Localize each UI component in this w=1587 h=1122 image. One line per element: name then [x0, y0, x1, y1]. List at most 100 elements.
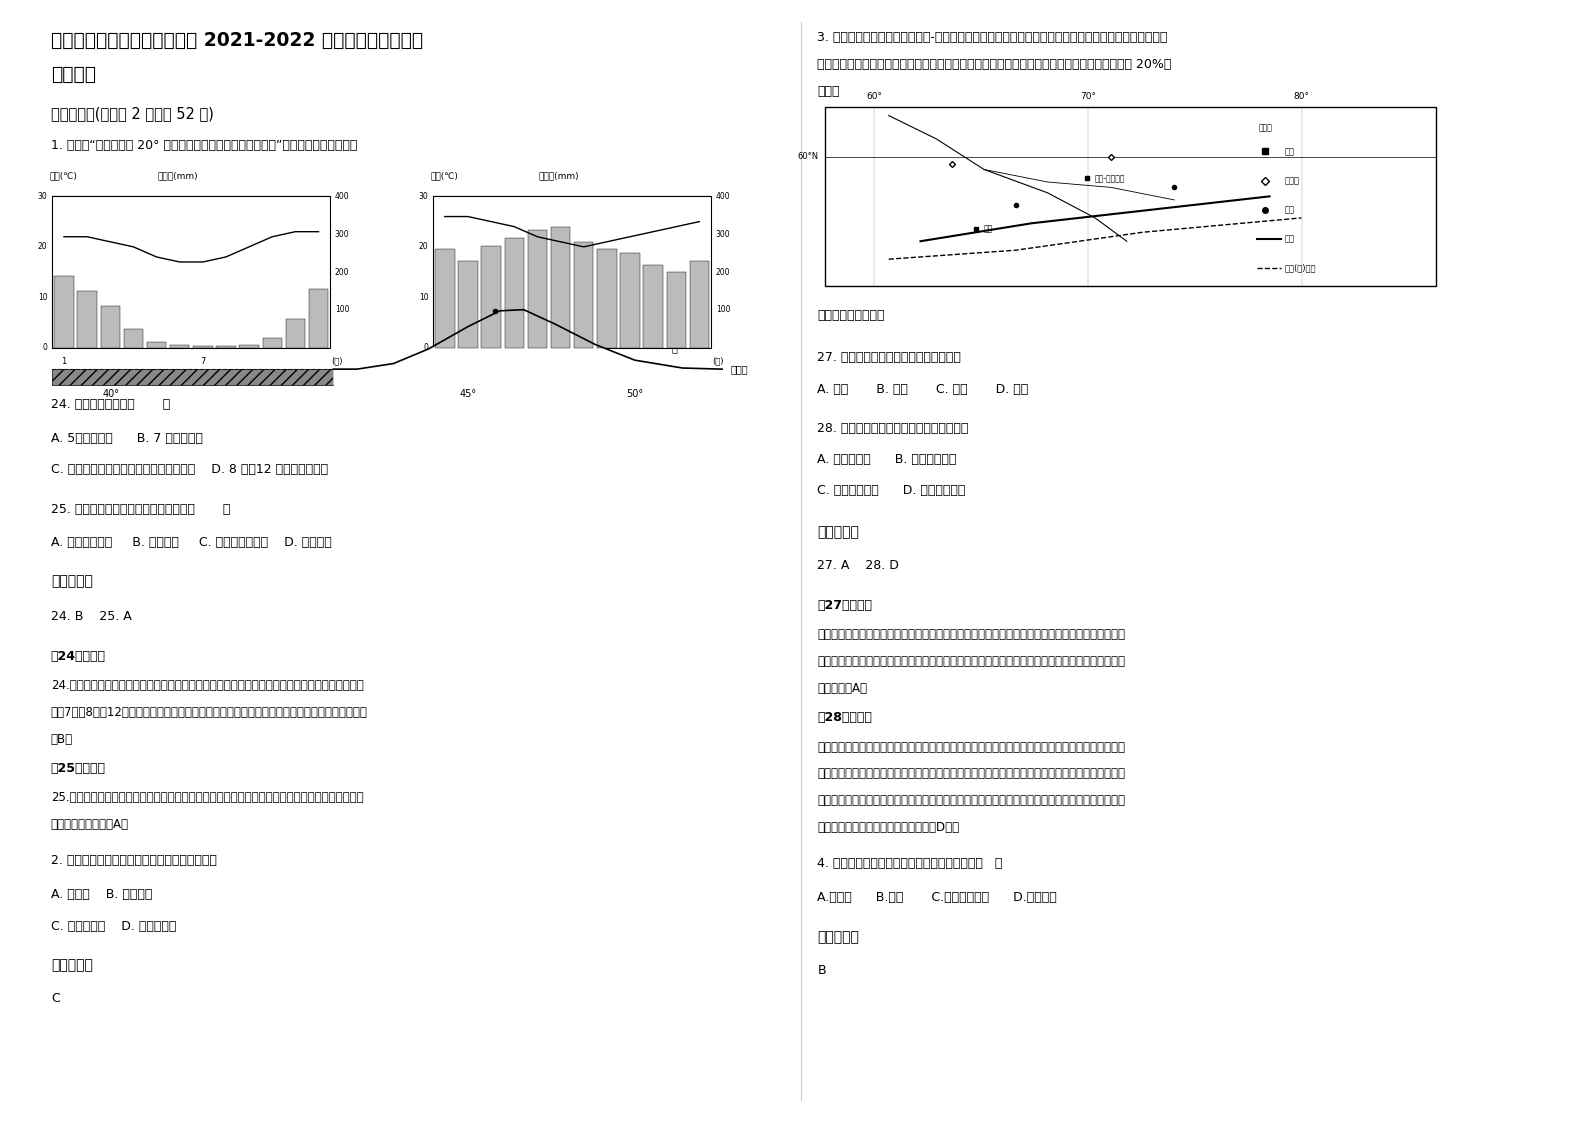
Bar [459, 260, 478, 348]
Text: 200: 200 [716, 267, 730, 277]
Text: (月): (月) [713, 357, 724, 366]
Text: 〈28题详解〉: 〈28题详解〉 [817, 711, 873, 725]
Text: 较高，气温较低，修建了大型温室蔬菜培植基地就为了改善热量条件，所以农业生产的限制性因素是: 较高，气温较低，修建了大型温室蔬菜培植基地就为了改善热量条件，所以农业生产的限制… [817, 655, 1125, 669]
Text: C. 甲为热带季风气候，乙为热带雨林气候    D. 8 月～12 月气温逐月递减: C. 甲为热带季风气候，乙为热带雨林气候 D. 8 月～12 月气温逐月递减 [51, 463, 329, 477]
Text: 本题考查区域农业生产的条件，考查获取和解读地理信息，调动和运用地理知识的能力。该地区纬度: 本题考查区域农业生产的条件，考查获取和解读地理信息，调动和运用地理知识的能力。该… [817, 628, 1125, 642]
Bar [146, 342, 167, 348]
Text: 降水量小，故答案选A。: 降水量小，故答案选A。 [51, 818, 129, 831]
Text: 史悠久。该地区经济发达，人口较少，劳动力成本较高，但该地区具有丰富的天然气和石油资源，能: 史悠久。该地区经济发达，人口较少，劳动力成本较高，但该地区具有丰富的天然气和石油… [817, 794, 1125, 808]
Bar [286, 320, 305, 348]
Text: 2. 下列属于由于不合理灶溉而形成的环境问题是: 2. 下列属于由于不合理灶溉而形成的环境问题是 [51, 854, 217, 867]
Text: 信息反应该地区的温室培植蔬菜的生产技术比较差，同时也说明该地区温室种植起步不久，称不上历: 信息反应该地区的温室培植蔬菜的生产技术比较差，同时也说明该地区温室种植起步不久，… [817, 767, 1125, 781]
Text: 30: 30 [38, 192, 48, 201]
Text: 27. 该地区蔬菜种植的限制性自然因素是: 27. 该地区蔬菜种植的限制性自然因素是 [817, 351, 962, 365]
Text: 乙: 乙 [671, 343, 678, 353]
Text: 降水量(mm): 降水量(mm) [540, 172, 579, 181]
Bar [481, 246, 501, 348]
Bar [124, 329, 143, 348]
Text: 10: 10 [419, 293, 428, 302]
Bar [240, 344, 259, 348]
Text: 45°: 45° [460, 389, 476, 399]
Text: 25.该岛屿所处位置常年盛行东南信风，甲地位于山脉西侧，位于东南信风的背风地带，所以比乙地: 25.该岛屿所处位置常年盛行东南信风，甲地位于山脉西侧，位于东南信风的背风地带，… [51, 791, 363, 804]
Text: 40°: 40° [103, 389, 119, 399]
Text: 400: 400 [716, 192, 730, 201]
Text: 汉特-曼西斯克: 汉特-曼西斯克 [1095, 174, 1125, 183]
Text: 热量，故选A。: 热量，故选A。 [817, 682, 868, 696]
Text: 据此完成下面小题。: 据此完成下面小题。 [817, 309, 886, 322]
Text: B: B [817, 964, 825, 977]
Bar [170, 344, 189, 348]
Text: 100: 100 [335, 305, 349, 314]
Text: 天然气: 天然气 [1284, 176, 1300, 185]
Bar [825, 107, 1436, 286]
Bar [100, 306, 121, 348]
Text: 城市: 城市 [1284, 147, 1295, 156]
Text: 北极圈: 北极圈 [1258, 123, 1273, 132]
Bar [574, 242, 594, 348]
Text: 70°: 70° [1081, 92, 1097, 101]
Bar [667, 273, 686, 348]
Text: 28. 该地区利用温室种植蔬菜的优势条件是: 28. 该地区利用温室种植蔬菜的优势条件是 [817, 422, 968, 435]
Text: 一、选择题(每小题 2 分，共 52 分): 一、选择题(每小题 2 分，共 52 分) [51, 107, 214, 121]
Text: 24. 该岛甲、乙两地（       ）: 24. 该岛甲、乙两地（ ） [51, 398, 170, 412]
Text: A.印度洋      B.红海       C.马里亚纳海沟      D.海岸山脉: A.印度洋 B.红海 C.马里亚纳海沟 D.海岸山脉 [817, 891, 1057, 904]
Text: 甲: 甲 [514, 306, 521, 315]
Text: 参考答案：: 参考答案： [817, 525, 859, 539]
Text: 200: 200 [335, 267, 349, 277]
Bar [597, 249, 616, 348]
Text: 80°: 80° [1293, 92, 1309, 101]
Text: 27. A    28. D: 27. A 28. D [817, 559, 900, 572]
Text: 题含解析: 题含解析 [51, 65, 95, 84]
Text: 60°N: 60°N [798, 153, 819, 162]
Text: A. 地处背风地带     B. 海拔较高     C. 受沿岸寒流影响    D. 距海较远: A. 地处背风地带 B. 海拔较高 C. 受沿岸寒流影响 D. 距海较远 [51, 536, 332, 550]
Text: 24. B    25. A: 24. B 25. A [51, 610, 132, 624]
Bar [433, 196, 711, 348]
Text: A. 荒漠化    B. 水土流失: A. 荒漠化 B. 水土流失 [51, 888, 152, 901]
Bar [551, 227, 570, 348]
Polygon shape [52, 369, 333, 385]
Text: 气温(℃): 气温(℃) [49, 172, 78, 181]
Text: C: C [51, 992, 60, 1005]
Text: 输油(气)管道: 输油(气)管道 [1284, 264, 1316, 273]
Bar [262, 339, 282, 348]
Bar [527, 230, 548, 348]
Text: (月): (月) [332, 357, 343, 366]
Bar [216, 346, 236, 348]
Text: 50°: 50° [627, 389, 643, 399]
Text: 3. 下图所示区域中，秋明、汉特-曼西斯克等城市的蔬菜供应主要依靠进口，波动较大。近年来，这些城: 3. 下图所示区域中，秋明、汉特-曼西斯克等城市的蔬菜供应主要依靠进口，波动较大… [817, 31, 1168, 45]
Text: 降水量(mm): 降水量(mm) [159, 172, 198, 181]
Text: A. 5月降水最大      B. 7 月气温最低: A. 5月降水最大 B. 7 月气温最低 [51, 432, 203, 445]
Text: 7: 7 [581, 357, 586, 366]
Text: 致在7月，8月～12月气温逐月递增，西部甲地为热带草原气候，东部乙地为热带雨林气候，故答案: 致在7月，8月～12月气温逐月递增，西部甲地为热带草原气候，东部乙地为热带雨林气… [51, 706, 368, 719]
Text: 20: 20 [419, 242, 428, 251]
Bar [309, 289, 329, 348]
Bar [505, 238, 524, 348]
Text: 需求。: 需求。 [817, 85, 840, 99]
Text: 〈25题详解〉: 〈25题详解〉 [51, 762, 106, 775]
Text: 四川省眉山市东坡区实验中学 2021-2022 学年高二地理联考试: 四川省眉山市东坡区实验中学 2021-2022 学年高二地理联考试 [51, 31, 422, 50]
Text: 石油: 石油 [1284, 205, 1295, 214]
Bar [194, 346, 213, 348]
Text: 1: 1 [62, 357, 67, 366]
Text: 秋明: 秋明 [984, 224, 993, 233]
Text: 25. 甲地比乙地降水量小的主要原因是（       ）: 25. 甲地比乙地降水量小的主要原因是（ ） [51, 503, 230, 516]
Text: 1. 下图为“某沿海岛屿 20° 绬线的地形剪面及两地气候统计图”，据图完成下列各题。: 1. 下图为“某沿海岛屿 20° 绬线的地形剪面及两地气候统计图”，据图完成下列… [51, 139, 357, 153]
Text: 30: 30 [419, 192, 428, 201]
Text: 100: 100 [716, 305, 730, 314]
Text: 参考答案：: 参考答案： [817, 930, 859, 944]
Text: 〈24题详解〉: 〈24题详解〉 [51, 650, 106, 663]
Text: 7: 7 [200, 357, 205, 366]
Text: 海平面: 海平面 [730, 365, 747, 374]
Text: 参考答案：: 参考答案： [51, 574, 92, 588]
Text: 24.根据材料和图示给出的经绬度和气候资料可以判定该岛为马达加斯加岛，位于南半球，最冷月大: 24.根据材料和图示给出的经绬度和气候资料可以判定该岛为马达加斯加岛，位于南半球… [51, 679, 363, 692]
Text: 参考答案：: 参考答案： [51, 958, 92, 972]
Text: A. 劳动力本低      B. 生产技术先进: A. 劳动力本低 B. 生产技术先进 [817, 453, 957, 467]
Text: 鐵路: 鐵路 [1284, 234, 1295, 243]
Bar [643, 265, 663, 348]
Bar [690, 260, 709, 348]
Text: 〈27题详解〉: 〈27题详解〉 [817, 599, 873, 613]
Text: 1: 1 [443, 357, 448, 366]
Text: 20: 20 [38, 242, 48, 251]
Text: C. 种植历史悠久      D. 能源供应充足: C. 种植历史悠久 D. 能源供应充足 [817, 484, 965, 497]
Text: 为温室培植提供充足的能源。故答案选D项。: 为温室培植提供充足的能源。故答案选D项。 [817, 821, 960, 835]
